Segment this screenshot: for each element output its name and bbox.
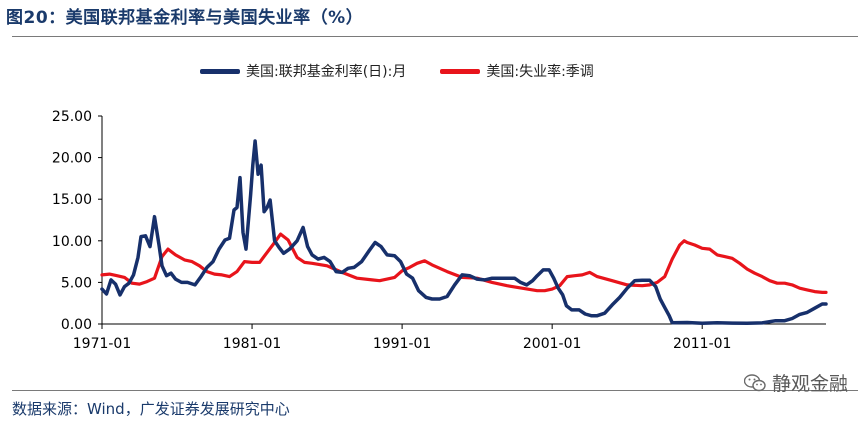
y-tick-label: 5.00 [61,275,92,291]
watermark: 静观金融 [743,369,848,396]
legend-label-unemployment: 美国:失业率:季调 [486,64,594,80]
legend-label-fed-funds: 美国:联邦基金利率(日):月 [246,64,407,80]
legend-swatch-unemployment [440,68,481,74]
x-tick-label: 1971-01 [73,336,132,352]
figure-title: 图20：美国联邦基金利率与美国失业率（%） [6,8,364,28]
y-tick-label: 15.00 [52,192,92,208]
legend-item-fed-funds: 美国:联邦基金利率(日):月 [200,61,406,81]
x-tick-label: 2001-01 [523,336,582,352]
x-tick-label: 2011-01 [673,336,732,352]
chart-legend: 美国:联邦基金利率(日):月 美国:失业率:季调 [200,61,594,81]
series-line-fed-funds [100,139,828,326]
y-tick-label: 25.00 [52,109,92,125]
x-tick-label: 1981-01 [223,336,282,352]
y-tick-label: 10.00 [52,234,92,250]
footer-divider [12,390,858,391]
x-tick-label: 1991-01 [373,336,432,352]
y-tick-label: 20.00 [52,151,92,167]
legend-item-unemployment: 美国:失业率:季调 [440,61,594,81]
y-tick-label: 0.00 [61,317,92,333]
source-note: 数据来源：Wind，广发证券发展研究中心 [12,400,290,418]
title-divider [12,36,858,37]
legend-swatch-fed-funds [200,68,240,74]
wechat-icon [743,373,766,392]
watermark-text: 静观金融 [771,373,848,395]
